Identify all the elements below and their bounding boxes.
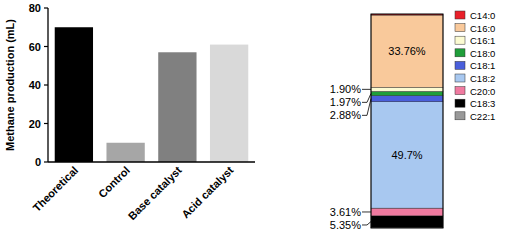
legend-label: C18:1 — [470, 60, 495, 71]
data-label: 3.61% — [330, 206, 361, 218]
data-label: 1.97% — [330, 96, 361, 108]
category-label: Control — [96, 164, 132, 200]
legend-swatch — [455, 61, 465, 69]
y-tick — [44, 7, 48, 8]
bar — [210, 45, 248, 162]
bar-frame — [371, 14, 443, 228]
y-tick-label: 0 — [35, 156, 41, 168]
legend-swatch — [455, 49, 465, 57]
legend-swatch — [455, 74, 465, 82]
legend-label: C22:1 — [470, 111, 495, 122]
legend-label: C18:0 — [470, 48, 495, 59]
stack-segment — [371, 15, 443, 87]
data-label: 49.7% — [391, 149, 422, 161]
legend-swatch — [455, 24, 465, 32]
y-tick — [44, 84, 48, 85]
y-axis-label: Methane production (mL) — [4, 19, 16, 151]
y-tick — [44, 46, 48, 47]
stack-segment — [371, 96, 443, 102]
y-tick-label: 20 — [29, 118, 41, 130]
legend-swatch — [455, 112, 465, 120]
stack-segment — [371, 87, 443, 91]
category-label: Base catalyst — [126, 164, 184, 222]
leader-line — [362, 99, 371, 116]
y-tick — [44, 123, 48, 124]
bar — [106, 143, 144, 162]
stack-segment — [371, 208, 443, 216]
leader-line — [362, 93, 371, 102]
legend-label: C18:2 — [470, 73, 495, 84]
leader-line — [362, 222, 371, 225]
legend-swatch — [455, 99, 465, 107]
legend-swatch — [455, 87, 465, 95]
y-tick-label: 80 — [29, 2, 41, 14]
legend-label: C20:0 — [470, 86, 495, 97]
leader-line — [362, 211, 371, 212]
stack-segment — [371, 102, 443, 208]
stack-segment — [371, 91, 443, 95]
data-label: 33.76% — [388, 45, 426, 57]
data-label: 5.35% — [330, 219, 361, 231]
data-label: 1.90% — [330, 83, 361, 95]
figure: Theoretical ControlBase catalystAcid cata… — [0, 0, 505, 237]
stack — [371, 14, 443, 228]
legend-label: C16:0 — [470, 23, 495, 34]
legend-swatch — [455, 36, 465, 44]
legend-swatch — [455, 11, 465, 19]
legend-label: C18:3 — [470, 98, 495, 109]
y-tick — [44, 161, 48, 162]
bars — [55, 27, 249, 162]
legend-label: C16:1 — [470, 35, 495, 46]
y-tick-label: 40 — [29, 79, 41, 91]
bar — [55, 27, 93, 162]
category-label: Theoretical — [30, 164, 80, 214]
category-label: Acid catalyst — [179, 164, 236, 221]
data-label: 2.88% — [330, 109, 361, 121]
stack-segment — [371, 216, 443, 227]
y-tick-label: 60 — [29, 41, 41, 53]
bar — [158, 52, 196, 162]
leader-line — [362, 89, 371, 90]
x-axis — [48, 161, 255, 162]
legend-label: C14:0 — [470, 10, 495, 21]
